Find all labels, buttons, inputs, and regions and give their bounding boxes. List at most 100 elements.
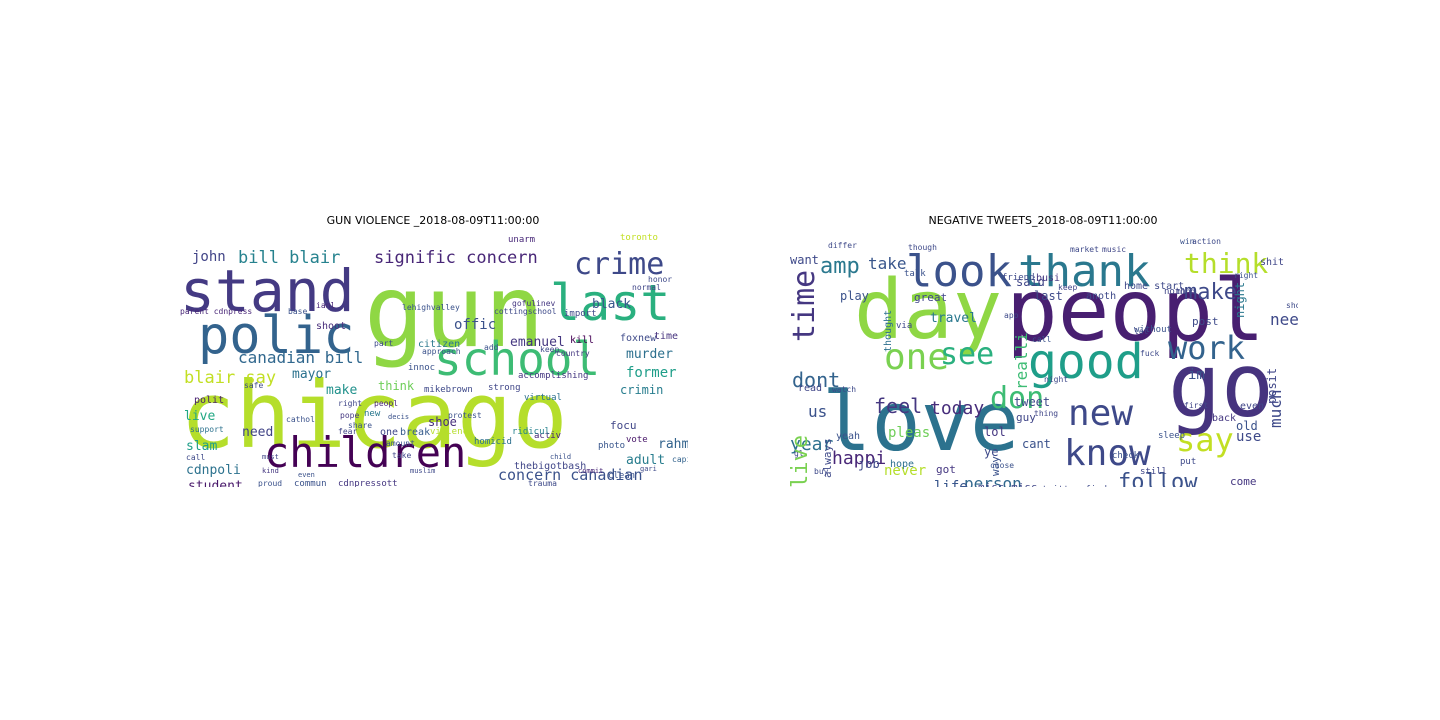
word-twitter-find: twitter find bbox=[1042, 486, 1107, 488]
word-market: market bbox=[1070, 245, 1099, 254]
word-play: play bbox=[840, 289, 869, 303]
word-clean: clean bbox=[608, 471, 636, 481]
word-citizen: citizen bbox=[418, 339, 461, 350]
word-go: go bbox=[1168, 334, 1274, 437]
word-kill: kill bbox=[570, 335, 595, 346]
word-proud: proud bbox=[258, 479, 283, 488]
word-happi: happi bbox=[832, 448, 887, 469]
word-want: want bbox=[790, 253, 819, 267]
word-gari: gari bbox=[640, 465, 657, 473]
word-slam: slam bbox=[186, 439, 218, 454]
word-thebigotbash: thebigotbash bbox=[514, 461, 587, 472]
word-lol: lol bbox=[984, 425, 1006, 439]
word-base: base bbox=[288, 307, 308, 316]
word-share: share bbox=[348, 421, 373, 430]
word-said: said bbox=[1016, 275, 1045, 289]
word-unarm: unarm bbox=[508, 235, 536, 245]
word-one: one bbox=[380, 427, 399, 438]
word-cdnpressott: cdnpressott bbox=[338, 479, 398, 488]
word-right: right bbox=[1234, 271, 1259, 280]
word-canadian-bill: canadian bill bbox=[238, 348, 364, 367]
word-good: good bbox=[1028, 334, 1144, 390]
word-differ: differ bbox=[828, 241, 857, 250]
word-hope: hope bbox=[890, 459, 915, 470]
word-us: us bbox=[808, 402, 828, 421]
word-year: year bbox=[790, 434, 834, 455]
word-way: way bbox=[989, 456, 1002, 476]
word-person: person bbox=[964, 474, 1022, 488]
word-via: via bbox=[896, 321, 913, 331]
word-former: former bbox=[626, 365, 677, 381]
word-use: use bbox=[1236, 429, 1262, 445]
word-peopl: peopl bbox=[1006, 261, 1265, 361]
word-busi: busi bbox=[1036, 273, 1061, 284]
word-child: child bbox=[550, 453, 572, 461]
word-home-start: home start bbox=[1124, 281, 1185, 292]
word-crime: crime bbox=[574, 247, 665, 282]
word-cathol: cathol bbox=[286, 415, 315, 424]
word-need: need bbox=[1270, 310, 1298, 329]
word-thing: thing bbox=[1034, 409, 1059, 418]
word-vote: vote bbox=[626, 435, 648, 445]
word-say: say bbox=[1176, 421, 1234, 459]
word-cottingschool: cottingschool bbox=[494, 307, 557, 316]
word-break: break bbox=[400, 427, 431, 438]
word-offic: offic bbox=[454, 317, 497, 333]
wordcloud-panel-negative-tweets: NEGATIVE TWEETS_2018-08-09T11:00:00 peop… bbox=[788, 212, 1298, 487]
word-show: show bbox=[1286, 301, 1298, 310]
word-last: last bbox=[550, 274, 671, 332]
word-music: music bbox=[1102, 245, 1127, 254]
word-polit: polit bbox=[194, 395, 225, 406]
word-job: job bbox=[858, 457, 880, 471]
word-ridicul: ridicul bbox=[512, 427, 550, 437]
word-without: without bbox=[1134, 325, 1172, 335]
word-post: post bbox=[1192, 315, 1219, 328]
word-new: new bbox=[364, 409, 381, 419]
word-make: make bbox=[1184, 280, 1237, 305]
word-must: must bbox=[262, 453, 279, 461]
word-polic: polic bbox=[198, 306, 355, 366]
word-chicago: chicago bbox=[180, 362, 568, 469]
word-old: old bbox=[1236, 419, 1258, 433]
word-call: call bbox=[1032, 335, 1052, 344]
word-keep: keep bbox=[1058, 283, 1078, 292]
word-never: never bbox=[884, 463, 927, 479]
word-buy: buy bbox=[814, 467, 829, 476]
word-capitol: capitol bbox=[672, 455, 688, 464]
word-strong: strong bbox=[488, 383, 521, 393]
word-miss-miss: miss miss bbox=[978, 482, 1038, 487]
word-first: first bbox=[1184, 401, 1209, 410]
word-friend: friend bbox=[1002, 273, 1035, 283]
word-protest: protest bbox=[448, 411, 482, 420]
word-rahm: rahm bbox=[658, 437, 688, 452]
word-live: live bbox=[184, 409, 216, 424]
word-live: live bbox=[788, 435, 813, 487]
word-don: don bbox=[990, 381, 1045, 416]
word-take: take bbox=[868, 254, 907, 273]
word-right: right bbox=[338, 399, 363, 408]
word-support: support bbox=[190, 425, 224, 434]
word-noth: noth bbox=[1164, 287, 1186, 297]
word-one: one bbox=[884, 337, 950, 378]
word-decis: decis bbox=[388, 413, 410, 421]
word-great: great bbox=[914, 291, 948, 304]
panel-title: GUN VIOLENCE _2018-08-09T11:00:00 bbox=[326, 214, 540, 227]
word-amp: amp bbox=[820, 254, 860, 279]
word-time: time bbox=[788, 269, 822, 342]
word-kind: kind bbox=[262, 467, 279, 475]
word-close: close bbox=[990, 461, 1015, 470]
word-tweet: tweet bbox=[1014, 395, 1051, 409]
word-fuck: fuck bbox=[1140, 349, 1160, 358]
word-shoot: shoot bbox=[316, 321, 347, 332]
word-follow: follow bbox=[1118, 470, 1198, 488]
word-normal: normal bbox=[632, 283, 661, 292]
word-commun: commun bbox=[294, 479, 327, 488]
word-activ: activ bbox=[534, 431, 562, 441]
word-think: think bbox=[1184, 247, 1269, 280]
word-win: win bbox=[1180, 237, 1195, 246]
word-travel: travel bbox=[930, 311, 977, 326]
word-keep: keep bbox=[540, 345, 560, 354]
word-back: back bbox=[1212, 413, 1237, 424]
word-ianl: ianl bbox=[316, 301, 336, 310]
word-mikebrown: mikebrown bbox=[424, 385, 473, 395]
